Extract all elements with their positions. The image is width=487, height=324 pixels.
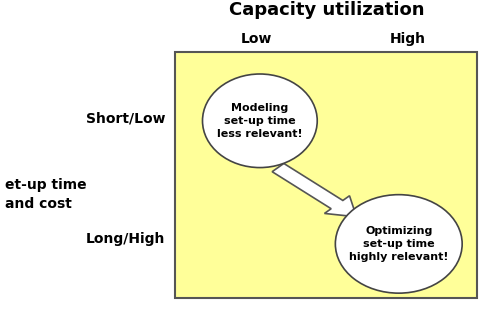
Text: Capacity utilization: Capacity utilization [228,1,424,19]
Text: Short/Low: Short/Low [86,111,166,125]
Ellipse shape [336,195,462,293]
Text: Modeling
set-up time
less relevant!: Modeling set-up time less relevant! [217,103,303,139]
FancyBboxPatch shape [175,52,477,298]
Text: Optimizing
set-up time
highly relevant!: Optimizing set-up time highly relevant! [349,226,449,262]
Text: et-up time
and cost: et-up time and cost [5,179,87,211]
Ellipse shape [203,74,317,168]
Text: Low: Low [241,32,273,46]
Text: High: High [390,32,426,46]
Text: Long/High: Long/High [86,232,166,246]
FancyArrow shape [272,163,356,217]
